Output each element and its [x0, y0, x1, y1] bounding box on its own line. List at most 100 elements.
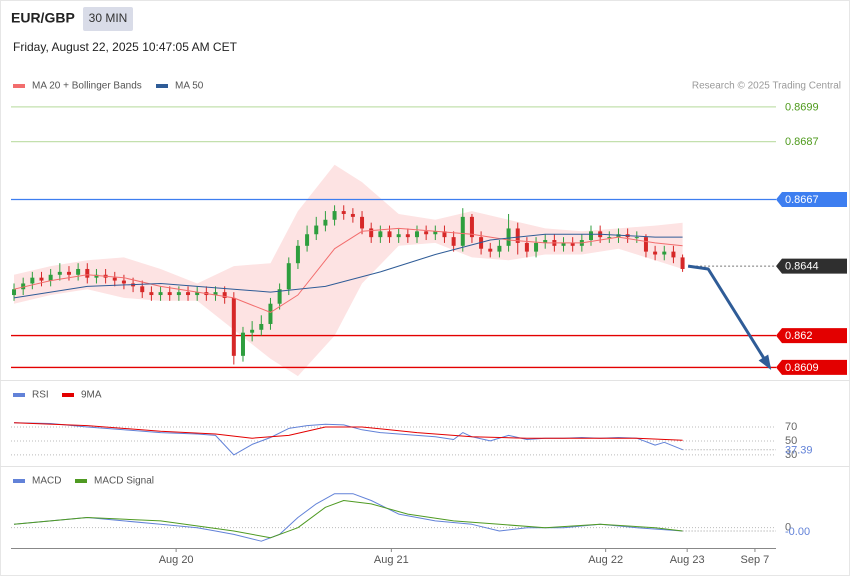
candle-body [442, 231, 447, 238]
candle-body [332, 211, 337, 220]
candle-body [488, 248, 493, 252]
candle-body [561, 242, 566, 246]
timestamp: Friday, August 22, 2025 10:47:05 AM CET [13, 40, 238, 54]
candle-body [323, 219, 328, 226]
candle-body [286, 263, 291, 290]
candle-body [643, 237, 648, 252]
candle-body [524, 242, 529, 252]
y-tick-label: 30 [785, 449, 797, 461]
source: Research © 2025 Trading Central [692, 81, 841, 92]
x-tick-label: Aug 20 [159, 554, 194, 566]
candle-body [240, 332, 245, 356]
candle-body [259, 323, 264, 330]
level-label: 0.862 [785, 330, 813, 342]
legend-swatch [13, 479, 25, 483]
legend-label: RSI [32, 390, 49, 401]
candle-body [634, 237, 639, 239]
candle-body [66, 271, 71, 275]
candle-body [570, 242, 575, 246]
candle-body [589, 231, 594, 241]
x-tick-label: Aug 23 [670, 554, 705, 566]
candle-body [497, 245, 502, 252]
last-value-label: 37.39 [785, 445, 813, 457]
candle-body [424, 231, 429, 235]
candle-body [295, 245, 300, 264]
candle-body [195, 292, 200, 296]
level-label-box [776, 191, 847, 207]
symbol: EUR/GBP [11, 10, 75, 26]
candle-body [12, 289, 17, 296]
candle-body [414, 231, 419, 238]
legend-label: MA 50 [175, 81, 204, 92]
indicator-line [13, 422, 683, 441]
candle-body [21, 283, 26, 290]
candle-body [360, 216, 365, 229]
level-label: 0.8644 [785, 260, 819, 272]
interval: 30 MIN [89, 11, 128, 25]
legend-label: MA 20 + Bollinger Bands [32, 81, 142, 92]
candle-body [451, 237, 456, 246]
candle-body [616, 234, 621, 238]
y-tick-label: 50 [785, 435, 797, 447]
candle-body [30, 277, 35, 284]
candle-body [176, 292, 181, 296]
legend-swatch [156, 84, 168, 88]
candle-body [140, 286, 145, 293]
candle-body [85, 268, 90, 278]
bollinger-band [14, 164, 683, 377]
legend-swatch [13, 84, 25, 88]
candle-body [543, 240, 548, 243]
candle-body [222, 292, 227, 298]
interval-badge [83, 7, 133, 31]
candle-body [231, 297, 236, 356]
legend-swatch [62, 393, 74, 397]
candle-body [57, 271, 62, 275]
legend-label: 9MA [81, 390, 102, 401]
candle-body [341, 211, 346, 214]
level-label-box [776, 328, 847, 344]
candle-body [662, 251, 667, 255]
candle-body [48, 274, 53, 281]
candle-body [305, 234, 310, 246]
candle-body [396, 234, 401, 238]
candle-body [121, 280, 126, 284]
candle-body [149, 292, 154, 296]
candle-body [369, 228, 374, 238]
candle-body [653, 251, 658, 255]
candle-body [433, 231, 438, 235]
candle-body [277, 289, 282, 304]
candle-body [268, 303, 273, 324]
candle-body [515, 228, 520, 243]
candle-body [76, 268, 81, 275]
candle-body [387, 231, 392, 238]
last-value-label: -0.00 [785, 526, 810, 538]
candle-body [158, 292, 163, 296]
candle-body [506, 228, 511, 246]
candle-body [350, 213, 355, 217]
moving-average [13, 233, 683, 299]
candle-body [405, 234, 410, 238]
indicator-line [13, 493, 683, 542]
candle-body [469, 216, 474, 238]
legend-swatch [13, 393, 25, 397]
candle-body [460, 216, 465, 246]
y-tick-label: 0 [785, 522, 791, 534]
level-label: 0.8667 [785, 194, 819, 206]
level-label-box [776, 359, 847, 375]
projection-arrow [687, 264, 771, 369]
level-label: 0.8609 [785, 362, 819, 374]
y-tick-label: 70 [785, 421, 797, 433]
candle-body [167, 292, 172, 296]
x-tick-label: Sep 7 [741, 554, 770, 566]
candle-body [39, 277, 44, 281]
level-label-box [776, 258, 847, 274]
projection-arrowhead [758, 354, 772, 370]
level-label: 0.8699 [785, 101, 819, 113]
candle-body [186, 292, 191, 296]
candle-body [213, 292, 218, 296]
candle-body [112, 277, 117, 281]
legend-label: MACD Signal [94, 476, 154, 487]
candle-body [250, 329, 255, 333]
